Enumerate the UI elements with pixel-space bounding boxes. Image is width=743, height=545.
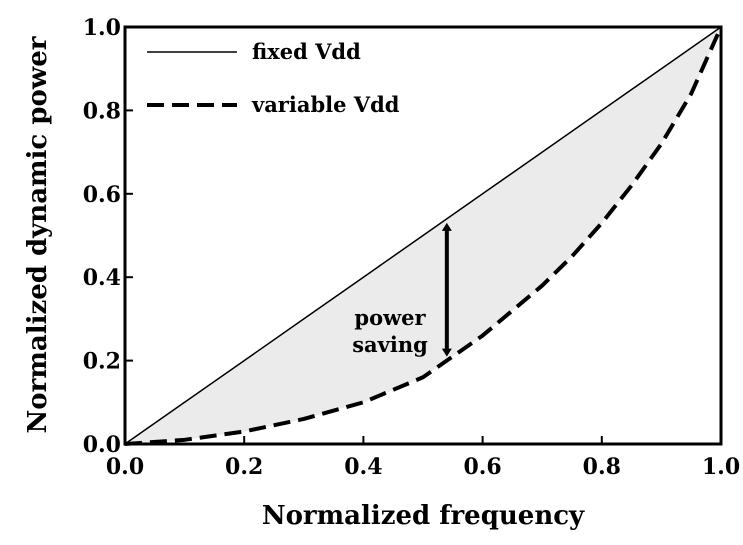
x-tick-label: 0.0 xyxy=(106,454,144,480)
y-tick-label: 0.0 xyxy=(83,432,121,458)
series-line-fixed-vdd xyxy=(124,26,722,445)
x-axis-ticks: 0.0 0.2 0.4 0.6 0.8 1.0 xyxy=(106,436,740,480)
y-axis-label: Normalized dynamic power xyxy=(23,36,53,433)
x-axis-label: Normalized frequency xyxy=(262,501,585,531)
x-tick-label: 0.4 xyxy=(344,454,382,480)
plot-frame xyxy=(123,25,723,446)
series-layer xyxy=(124,26,723,446)
legend-label-variable-vdd: variable Vdd xyxy=(251,92,400,117)
y-axis-ticks: 0.0 0.2 0.4 0.6 0.8 1.0 xyxy=(83,15,133,458)
y-tick-label: 1.0 xyxy=(83,15,121,41)
legend-label-fixed-vdd: fixed Vdd xyxy=(252,39,361,64)
y-tick-label: 0.8 xyxy=(83,98,121,124)
y-tick-label: 0.2 xyxy=(83,349,121,375)
annotation-line-2: saving xyxy=(352,332,428,357)
x-tick-label: 0.6 xyxy=(463,454,501,480)
x-tick-label: 0.2 xyxy=(225,454,263,480)
y-tick-label: 0.4 xyxy=(83,265,121,291)
legend: fixed Vdd variable Vdd xyxy=(147,39,400,117)
annotation-line-1: power xyxy=(354,305,426,330)
power-saving-annotation: power saving xyxy=(352,222,452,357)
y-tick-label: 0.6 xyxy=(83,182,121,208)
x-tick-label: 1.0 xyxy=(702,454,740,480)
x-tick-label: 0.8 xyxy=(583,454,621,480)
series-line-variable-vdd xyxy=(124,26,723,446)
